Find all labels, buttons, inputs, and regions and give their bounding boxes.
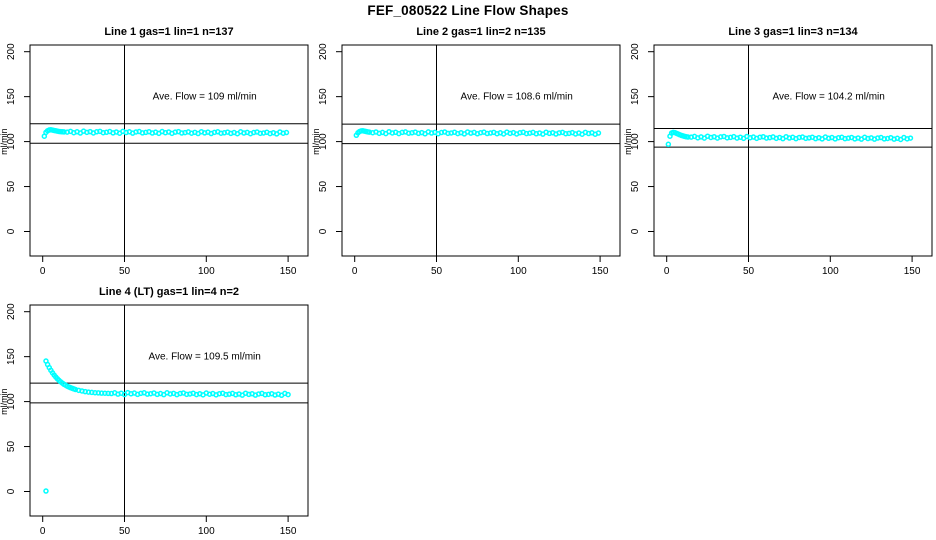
svg-text:200: 200: [318, 43, 329, 60]
panel-title-line-3: Line 3 gas=1 lin=3 n=134: [728, 26, 858, 38]
svg-text:0: 0: [40, 526, 46, 537]
svg-text:150: 150: [630, 88, 641, 105]
panel-line-1: 0 50 100 150 0 50 100 150 200 ml/min Ave. Flow = 1…: [0, 22, 312, 280]
svg-text:ml/min: ml/min: [0, 128, 9, 155]
svg-text:0: 0: [318, 228, 329, 234]
svg-text:200: 200: [630, 43, 641, 60]
svg-text:150: 150: [318, 88, 329, 105]
svg-text:150: 150: [6, 88, 17, 105]
svg-text:150: 150: [6, 348, 17, 365]
svg-text:ml/min: ml/min: [624, 128, 633, 155]
panel-title-line-1: Line 1 gas=1 lin=1 n=137: [104, 26, 234, 38]
svg-text:150: 150: [592, 266, 609, 277]
svg-text:50: 50: [119, 266, 131, 277]
svg-text:50: 50: [119, 526, 131, 537]
svg-text:150: 150: [904, 266, 921, 277]
panel-line-4: 0 50 100 150 0 50 100 150 200 ml/min Ave. Flow = 1…: [0, 282, 312, 540]
svg-text:100: 100: [630, 133, 641, 150]
svg-text:ml/min: ml/min: [0, 388, 9, 415]
plot-canvas-line-3: 0 50 100 150 0 50 100 150 200 ml/min Ave. Flow = 1…: [624, 43, 933, 277]
svg-text:100: 100: [198, 526, 215, 537]
plot-canvas-line-1: 0 50 100 150 0 50 100 150 200 ml/min Ave. Flow = 1…: [0, 43, 309, 277]
svg-text:100: 100: [510, 266, 527, 277]
svg-text:100: 100: [198, 266, 215, 277]
svg-text:150: 150: [280, 266, 297, 277]
panel-line-2: 0 50 100 150 0 50 100 150 200 ml/min Ave. Flow = 1…: [312, 22, 624, 280]
svg-text:100: 100: [822, 266, 839, 277]
panel-line-3: 0 50 100 150 0 50 100 150 200 ml/min Ave. Flow = 1…: [624, 22, 936, 280]
svg-text:50: 50: [6, 181, 17, 193]
svg-text:0: 0: [630, 228, 641, 234]
svg-text:0: 0: [40, 266, 46, 277]
svg-text:100: 100: [318, 133, 329, 150]
svg-text:200: 200: [6, 43, 17, 60]
svg-text:ml/min: ml/min: [312, 128, 321, 155]
svg-text:150: 150: [280, 526, 297, 537]
panel-title-line-4: Line 4 (LT) gas=1 lin=4 n=2: [98, 286, 240, 298]
panel-title-line-2: Line 2 gas=1 lin=2 n=135: [416, 26, 546, 38]
plot-canvas-line-2: 0 50 100 150 0 50 100 150 200 ml/min Ave. Flow = 1…: [312, 43, 621, 277]
svg-text:100: 100: [6, 393, 17, 410]
plot-canvas-line-4: 0 50 100 150 0 50 100 150 200 ml/min Ave. Flow = 1…: [0, 303, 309, 537]
svg-text:Ave. Flow = 109.5 ml/min: Ave. Flow = 109.5 ml/min: [148, 352, 260, 363]
svg-text:50: 50: [630, 181, 641, 193]
svg-text:Ave. Flow = 104.2 ml/min: Ave. Flow = 104.2 ml/min: [772, 92, 884, 103]
svg-text:50: 50: [6, 441, 17, 453]
svg-text:50: 50: [431, 266, 443, 277]
svg-text:100: 100: [6, 133, 17, 150]
svg-text:200: 200: [6, 303, 17, 320]
svg-text:Ave. Flow = 109 ml/min: Ave. Flow = 109 ml/min: [153, 92, 257, 103]
svg-text:0: 0: [6, 488, 17, 494]
svg-text:50: 50: [743, 266, 755, 277]
svg-text:0: 0: [664, 266, 670, 277]
svg-text:Ave. Flow = 108.6 ml/min: Ave. Flow = 108.6 ml/min: [460, 92, 572, 103]
svg-text:50: 50: [318, 181, 329, 193]
svg-text:0: 0: [352, 266, 358, 277]
svg-text:0: 0: [6, 228, 17, 234]
figure-title: FEF_080522 Line Flow Shapes: [367, 3, 569, 18]
